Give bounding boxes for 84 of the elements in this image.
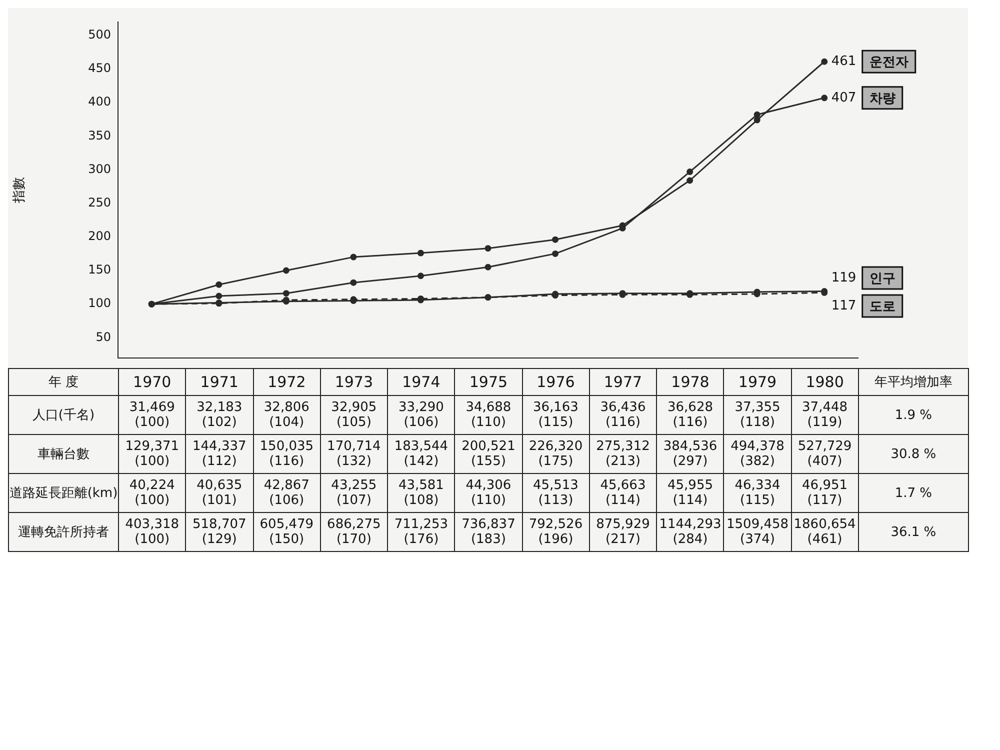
data-label: 45,663 (114) [589, 474, 657, 512]
data-label: 36,163 (115) [522, 396, 590, 434]
annotation: 407 [831, 90, 856, 106]
data-label: 37,448 (119) [791, 396, 858, 434]
data-label: 45,955 (114) [656, 474, 724, 512]
data-label: 170,714 (132) [320, 434, 388, 474]
data-label: 37,355 (118) [724, 396, 792, 434]
data-label: 43,581 (108) [388, 474, 455, 512]
data-label: 686,275 (170) [320, 512, 388, 552]
x-tick-label: 1972 [253, 368, 320, 396]
text: 車輛台數 [8, 434, 118, 474]
data-label: 45,513 (113) [522, 474, 590, 512]
data-label: 32,806 (104) [253, 396, 320, 434]
data-label: 1860,654 (461) [791, 512, 858, 552]
text: 道路延長距離(km) [8, 474, 118, 512]
y-tick-label: 100 [88, 296, 111, 310]
data-label: 792,526 (196) [522, 512, 590, 552]
text: 36.1 % [858, 512, 968, 552]
data-label: 226,320 (175) [522, 434, 590, 474]
data-label: 150,035 (116) [253, 434, 320, 474]
x-tick-label: 1970 [118, 368, 186, 396]
text: 人口(千名) [8, 396, 118, 434]
data-label: 518,707 (129) [186, 512, 254, 552]
y-tick-label: 50 [96, 330, 111, 344]
data-label: 32,183 (102) [186, 396, 254, 434]
x-tick-label: 1974 [388, 368, 455, 396]
data-label: 711,253 (176) [388, 512, 455, 552]
x-tick-label: 1980 [791, 368, 858, 396]
data-label: 31,469 (100) [118, 396, 186, 434]
text: 1.9 % [858, 396, 968, 434]
data-label: 36,628 (116) [656, 396, 724, 434]
data-label: 43,255 (107) [320, 474, 388, 512]
data-label: 40,635 (101) [186, 474, 254, 512]
data-label: 34,688 (110) [454, 396, 522, 434]
data-label: 736,837 (183) [454, 512, 522, 552]
data-label: 384,536 (297) [656, 434, 724, 474]
data-label: 183,544 (142) [388, 434, 455, 474]
data-label: 494,378 (382) [724, 434, 792, 474]
data-label: 36,436 (116) [589, 396, 657, 434]
data-label: 44,306 (110) [454, 474, 522, 512]
y-tick-label: 350 [88, 128, 111, 142]
x-tick-label: 1977 [589, 368, 657, 396]
text: 年平均增加率 [858, 368, 968, 396]
text: 운전자 [869, 55, 908, 70]
data-label: 1509,458 (374) [724, 512, 792, 552]
text: 30.8 % [858, 434, 968, 474]
data-label: 605,479 (150) [253, 512, 320, 552]
data-label: 46,951 (117) [791, 474, 858, 512]
data-label: 129,371 (100) [118, 434, 186, 474]
data-label: 527,729 (407) [791, 434, 858, 474]
y-axis-title: 指數 [12, 176, 28, 204]
data-label: 875,929 (217) [589, 512, 657, 552]
x-tick-label: 1979 [724, 368, 792, 396]
data-label: 1144,293 (284) [656, 512, 724, 552]
x-tick-label: 1975 [454, 368, 522, 396]
x-tick-label: 1978 [656, 368, 724, 396]
y-tick-label: 400 [88, 94, 111, 109]
text: 1.7 % [858, 474, 968, 512]
data-label: 33,290 (106) [388, 396, 455, 434]
y-tick-label: 450 [88, 61, 111, 76]
text: 차량 [869, 91, 896, 106]
annotation: 461 [831, 54, 856, 69]
annotation: 119 [831, 270, 856, 286]
y-tick-label: 150 [88, 262, 111, 277]
text: 運轉免許所持者 [8, 512, 118, 552]
x-tick-label: 1976 [522, 368, 590, 396]
data-label: 42,867 (106) [253, 474, 320, 512]
text: 인구 [869, 271, 896, 286]
x-tick-label: 1971 [186, 368, 254, 396]
text: 年 度 [8, 368, 118, 396]
x-tick-label: 1973 [320, 368, 388, 396]
y-tick-label: 300 [88, 162, 111, 176]
y-tick-label: 500 [88, 28, 111, 42]
data-label: 32,905 (105) [320, 396, 388, 434]
data-label: 275,312 (213) [589, 434, 657, 474]
data-label: 403,318 (100) [118, 512, 186, 552]
text: 도로 [869, 299, 896, 314]
annotation: 117 [831, 298, 856, 314]
data-label: 144,337 (112) [186, 434, 254, 474]
data-label: 200,521 (155) [454, 434, 522, 474]
y-tick-label: 200 [88, 229, 111, 244]
y-tick-label: 250 [88, 195, 111, 210]
data-label: 46,334 (115) [724, 474, 792, 512]
data-label: 40,224 (100) [118, 474, 186, 512]
